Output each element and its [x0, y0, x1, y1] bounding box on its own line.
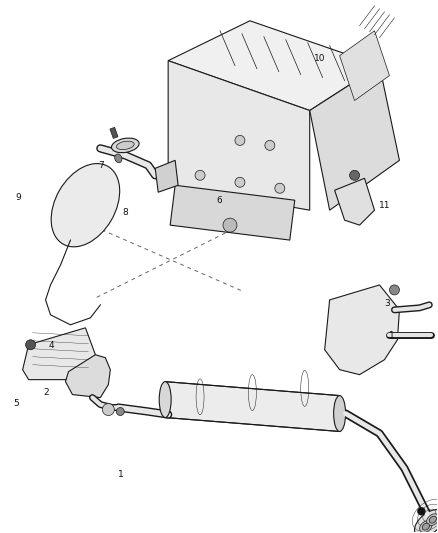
Polygon shape — [325, 285, 399, 375]
Ellipse shape — [117, 141, 134, 150]
Ellipse shape — [51, 164, 120, 247]
Ellipse shape — [429, 516, 436, 523]
Text: 1: 1 — [389, 331, 394, 340]
Circle shape — [117, 408, 124, 416]
Polygon shape — [23, 328, 95, 379]
Polygon shape — [335, 178, 374, 225]
Text: 6: 6 — [216, 196, 222, 205]
Text: 1: 1 — [118, 470, 124, 479]
Polygon shape — [170, 185, 295, 240]
Ellipse shape — [115, 154, 122, 163]
Ellipse shape — [422, 523, 429, 530]
Ellipse shape — [334, 395, 346, 432]
Text: 11: 11 — [379, 201, 391, 210]
Polygon shape — [310, 66, 399, 210]
Text: 9: 9 — [15, 193, 21, 202]
Text: 8: 8 — [122, 208, 128, 217]
Text: 10: 10 — [314, 54, 325, 63]
Text: 5: 5 — [13, 399, 19, 408]
Circle shape — [223, 218, 237, 232]
Ellipse shape — [159, 382, 171, 417]
Circle shape — [235, 135, 245, 146]
Circle shape — [102, 403, 114, 416]
Ellipse shape — [414, 510, 438, 533]
Circle shape — [275, 183, 285, 193]
Polygon shape — [168, 61, 310, 210]
Ellipse shape — [420, 521, 432, 532]
Polygon shape — [66, 355, 110, 398]
Circle shape — [417, 507, 425, 515]
Polygon shape — [165, 382, 339, 432]
Circle shape — [350, 171, 360, 180]
Bar — [110, 127, 118, 139]
Polygon shape — [155, 160, 178, 192]
Text: 7: 7 — [98, 161, 104, 170]
Text: 4: 4 — [48, 341, 54, 350]
Polygon shape — [339, 31, 389, 101]
Circle shape — [389, 285, 399, 295]
Circle shape — [25, 340, 35, 350]
Circle shape — [195, 171, 205, 180]
Text: 2: 2 — [44, 389, 49, 398]
Circle shape — [235, 177, 245, 187]
Text: 3: 3 — [384, 299, 390, 308]
Ellipse shape — [427, 514, 438, 526]
Ellipse shape — [112, 138, 139, 152]
Polygon shape — [168, 21, 379, 110]
Circle shape — [265, 140, 275, 150]
